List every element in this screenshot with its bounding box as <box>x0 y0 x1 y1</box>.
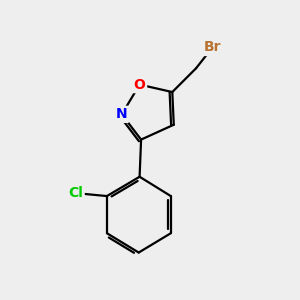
Text: O: O <box>134 78 146 92</box>
Text: N: N <box>116 107 128 121</box>
Text: Cl: Cl <box>68 186 83 200</box>
Text: Br: Br <box>204 40 221 55</box>
